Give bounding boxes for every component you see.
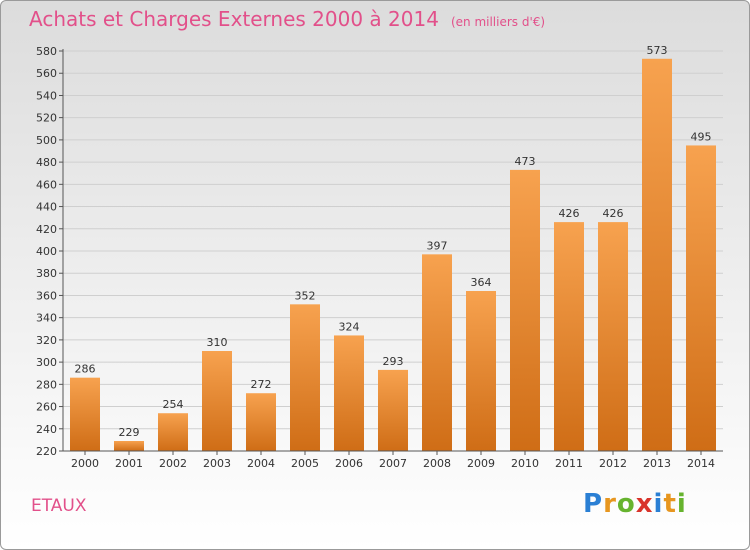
bar <box>70 377 100 451</box>
x-tick-label: 2006 <box>335 457 363 470</box>
bar <box>378 369 408 451</box>
y-tick-label: 260 <box>36 401 57 414</box>
bar <box>290 304 320 451</box>
bar <box>202 351 232 451</box>
x-tick-label: 2000 <box>71 457 99 470</box>
bar <box>114 441 144 451</box>
logo-letter: i <box>653 489 664 519</box>
logo-letter: i <box>676 489 687 519</box>
logo-letter: P <box>583 489 604 519</box>
bar <box>246 393 276 451</box>
x-tick-label: 2012 <box>599 457 627 470</box>
x-tick-label: 2011 <box>555 457 583 470</box>
bar-value-label: 310 <box>207 336 228 349</box>
y-tick-label: 220 <box>36 445 57 458</box>
logo-letter: r <box>603 489 617 519</box>
x-tick-label: 2014 <box>687 457 715 470</box>
y-tick-label: 580 <box>36 45 57 58</box>
bar <box>466 291 496 451</box>
axes <box>59 49 723 455</box>
bar <box>686 145 716 451</box>
y-tick-label: 480 <box>36 156 57 169</box>
bar-value-label: 229 <box>119 426 140 439</box>
x-tick-label: 2013 <box>643 457 671 470</box>
x-tick-label: 2009 <box>467 457 495 470</box>
bar <box>510 169 540 451</box>
x-tick-label: 2003 <box>203 457 231 470</box>
logo-letter: x <box>635 489 654 519</box>
chart-unit-note: (en milliers d'€) <box>450 15 546 29</box>
y-tick-label: 540 <box>36 89 57 102</box>
y-tick-label: 240 <box>36 423 57 436</box>
y-tick-label: 440 <box>36 201 57 214</box>
bar-value-label: 495 <box>691 130 712 143</box>
x-tick-label: 2005 <box>291 457 319 470</box>
bar-value-label: 473 <box>515 155 536 168</box>
x-tick-label: 2004 <box>247 457 275 470</box>
bar-value-label: 272 <box>251 378 272 391</box>
bar <box>158 413 188 451</box>
x-tick-label: 2001 <box>115 457 143 470</box>
x-tick-label: 2002 <box>159 457 187 470</box>
bar-value-label: 254 <box>163 398 184 411</box>
place-name: ETAUX <box>31 496 87 516</box>
bar-value-label: 352 <box>295 289 316 302</box>
bar-value-label: 324 <box>339 320 360 333</box>
y-tick-label: 340 <box>36 312 57 325</box>
y-tick-label: 300 <box>36 356 57 369</box>
y-tick-label: 380 <box>36 267 57 280</box>
logo-letter: o <box>616 489 636 519</box>
chart-title: Achats et Charges Externes 2000 à 2014 (e… <box>29 7 545 31</box>
x-tick-label: 2008 <box>423 457 451 470</box>
bar-value-label: 573 <box>647 44 668 57</box>
y-tick-label: 460 <box>36 178 57 191</box>
bar <box>554 222 584 451</box>
bars <box>70 58 716 452</box>
y-tick-label: 560 <box>36 67 57 80</box>
bar-value-label: 293 <box>383 355 404 368</box>
bar-value-label: 426 <box>559 207 580 220</box>
y-tick-label: 400 <box>36 245 57 258</box>
chart-title-text: Achats et Charges Externes 2000 à 2014 <box>29 7 439 31</box>
logo-letter: t <box>663 489 677 519</box>
bar <box>334 335 364 451</box>
y-tick-label: 320 <box>36 334 57 347</box>
bar-value-label: 364 <box>471 276 492 289</box>
y-tick-label: 360 <box>36 289 57 302</box>
bar-value-label: 286 <box>75 363 96 376</box>
y-tick-label: 280 <box>36 378 57 391</box>
bar-value-label: 426 <box>603 207 624 220</box>
y-tick-label: 420 <box>36 223 57 236</box>
x-tick-label: 2007 <box>379 457 407 470</box>
y-tick-label: 520 <box>36 112 57 125</box>
bar <box>422 254 452 451</box>
bar <box>642 58 672 452</box>
labels: 220 240 260 280 300 320 340 360 380 400 420 440 460 4… <box>36 44 715 470</box>
bar-value-label: 397 <box>427 239 448 252</box>
proxiti-logo: Proxiti <box>583 489 687 519</box>
x-tick-label: 2010 <box>511 457 539 470</box>
y-tick-label: 500 <box>36 134 57 147</box>
bar <box>598 222 628 451</box>
